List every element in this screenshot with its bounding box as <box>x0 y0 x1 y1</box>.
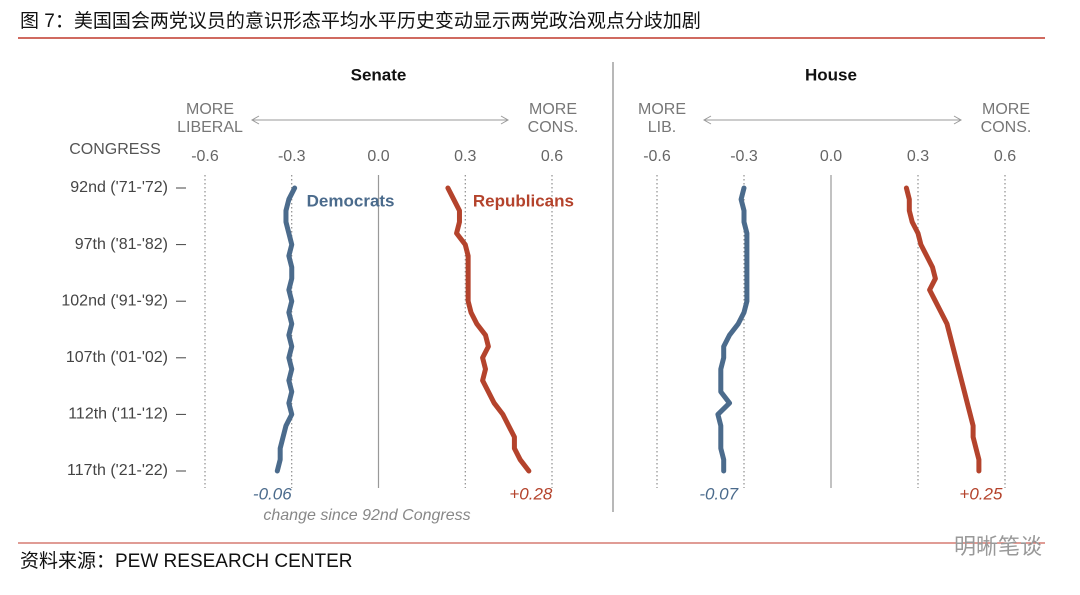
change-label: +0.25 <box>959 484 1003 503</box>
arrow-head <box>250 115 260 125</box>
series-label: Democrats <box>307 191 395 210</box>
x-tick-label: -0.6 <box>191 148 219 165</box>
x-tick-label: 0.6 <box>994 148 1016 165</box>
panel-title: House <box>805 65 857 84</box>
change-label: +0.28 <box>509 484 553 503</box>
arrow-head <box>953 115 963 125</box>
y-tick-label: 97th ('81-'82) <box>75 236 168 253</box>
arrow-head <box>500 115 510 125</box>
y-tick-label: 117th ('21-'22) <box>67 462 168 479</box>
y-tick-label: 112th ('11-'12) <box>68 406 168 423</box>
series-label: Republicans <box>473 191 574 210</box>
axis-direction-label: LIBERAL <box>177 119 243 136</box>
axis-direction-label: MORE <box>638 101 686 118</box>
x-tick-label: 0.3 <box>454 148 476 165</box>
axis-direction-label: MORE <box>529 101 577 118</box>
page-title: 图 7：美国国会两党议员的意识形态平均水平历史变动显示两党政治观点分歧加剧 <box>20 10 701 32</box>
x-tick-label: 0.6 <box>541 148 563 165</box>
change-label: -0.06 <box>253 484 292 503</box>
panel-title: Senate <box>351 65 407 84</box>
y-tick-label: 107th ('01-'02) <box>66 349 168 366</box>
axis-direction-label: LIB. <box>648 119 676 136</box>
change-label: -0.07 <box>699 484 738 503</box>
series-line <box>445 185 532 474</box>
series-line <box>715 185 750 474</box>
y-tick-label: 92nd ('71-'72) <box>70 179 168 196</box>
x-tick-label: -0.3 <box>730 148 758 165</box>
series-line <box>274 185 298 474</box>
arrow-head <box>702 115 712 125</box>
y-tick-label: 102nd ('91-'92) <box>61 292 168 309</box>
x-tick-label: 0.3 <box>907 148 929 165</box>
axis-direction-label: MORE <box>186 101 234 118</box>
source: 资料来源：PEW RESEARCH CENTER <box>20 550 353 572</box>
axis-direction-label: CONS. <box>981 119 1032 136</box>
watermark: 明晰笔谈 <box>954 534 1042 559</box>
x-tick-label: 0.0 <box>367 148 389 165</box>
axis-direction-label: CONS. <box>528 119 579 136</box>
x-tick-label: -0.3 <box>278 148 306 165</box>
note: change since 92nd Congress <box>263 507 470 524</box>
series-line <box>903 185 982 474</box>
axis-direction-label: MORE <box>982 101 1030 118</box>
x-tick-label: -0.6 <box>643 148 671 165</box>
x-tick-label: 0.0 <box>820 148 842 165</box>
y-axis-title: CONGRESS <box>69 141 161 158</box>
